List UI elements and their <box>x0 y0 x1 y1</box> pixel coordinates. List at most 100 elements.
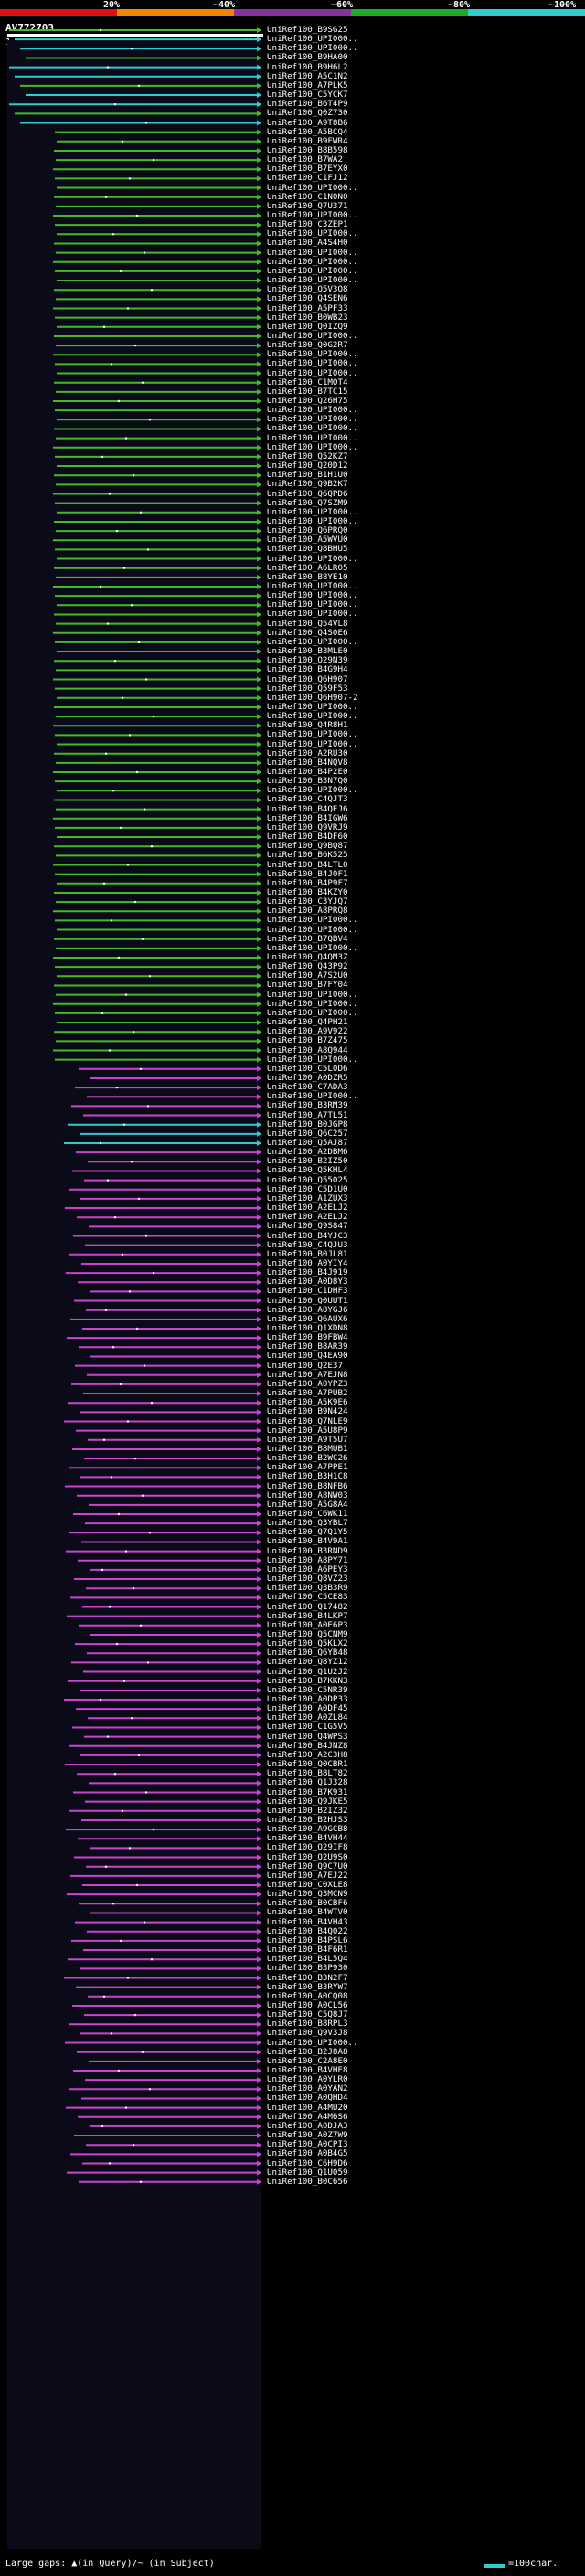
hit-label[interactable]: UniRef100_Q3MCN9 <box>267 1889 348 1900</box>
hit-label[interactable]: UniRef100_Q7SZM9 <box>267 497 348 508</box>
hit-label[interactable]: UniRef100_B4F6R1 <box>267 1945 348 1956</box>
hit-label[interactable]: UniRef100_Q8VZ23 <box>267 1574 348 1585</box>
hit-label[interactable]: UniRef100_A5U8P9 <box>267 1425 348 1436</box>
hit-label[interactable]: UniRef100_UPI000.. <box>267 34 358 45</box>
hit-label[interactable]: UniRef100_UPI000.. <box>267 1007 358 1018</box>
hit-label[interactable]: UniRef100_UPI000.. <box>267 405 358 416</box>
hit-label[interactable]: UniRef100_Q52KZ7 <box>267 451 348 461</box>
hit-label[interactable]: UniRef100_Q6AUX6 <box>267 1313 348 1324</box>
hit-label[interactable]: UniRef100_B3RYW7 <box>267 1981 348 1992</box>
hit-label[interactable]: UniRef100_A0CQ08 <box>267 1990 348 2001</box>
hit-label[interactable]: UniRef100_Q9JKE5 <box>267 1796 348 1807</box>
hit-label[interactable]: UniRef100_Q8BHU5 <box>267 544 348 555</box>
hit-label[interactable]: UniRef100_A5BCQ4 <box>267 126 348 137</box>
hit-label[interactable]: UniRef100_A0DZR5 <box>267 1072 348 1083</box>
hit-label[interactable]: UniRef100_C1N0N0 <box>267 191 348 202</box>
hit-label[interactable]: UniRef100_A7PLK5 <box>267 80 348 90</box>
hit-label[interactable]: UniRef100_A8YGJ6 <box>267 1304 348 1315</box>
hit-label[interactable]: UniRef100_UPI000.. <box>267 989 358 1000</box>
hit-label[interactable]: UniRef100_B3N2F7 <box>267 1972 348 1983</box>
hit-label[interactable]: UniRef100_B4DF60 <box>267 832 348 843</box>
hit-label[interactable]: UniRef100_Q4SEN6 <box>267 293 348 304</box>
hit-label[interactable]: UniRef100_A9T5U7 <box>267 1434 348 1445</box>
hit-label[interactable]: UniRef100_B8AR39 <box>267 1341 348 1352</box>
hit-label[interactable]: UniRef100_B6T4P9 <box>267 99 348 110</box>
hit-label[interactable]: UniRef100_Q54VL8 <box>267 618 348 629</box>
hit-label[interactable]: UniRef100_UPI000.. <box>267 432 358 443</box>
hit-label[interactable]: UniRef100_UPI000.. <box>267 330 358 341</box>
hit-label[interactable]: UniRef100_Q6H907 <box>267 673 348 684</box>
hit-label[interactable]: UniRef100_UPI000.. <box>267 924 358 935</box>
hit-label[interactable]: UniRef100_B0CBF6 <box>267 1898 348 1909</box>
hit-label[interactable]: UniRef100_A2RU30 <box>267 747 348 758</box>
hit-label[interactable]: UniRef100_A2DBM6 <box>267 1147 348 1158</box>
hit-label[interactable]: UniRef100_Q5KLX2 <box>267 1638 348 1649</box>
hit-label[interactable]: UniRef100_UPI000.. <box>267 553 358 564</box>
hit-label[interactable]: UniRef100_A9V922 <box>267 1026 348 1037</box>
hit-label[interactable]: UniRef100_B9FWR4 <box>267 135 348 146</box>
hit-label[interactable]: UniRef100_C0XLE8 <box>267 1880 348 1890</box>
hit-label[interactable]: UniRef100_B7WA2 <box>267 154 343 165</box>
hit-label[interactable]: UniRef100_A0DP33 <box>267 1694 348 1704</box>
hit-label[interactable]: UniRef100_B4P2E0 <box>267 767 348 777</box>
hit-label[interactable]: UniRef100_Q9V3J8 <box>267 2028 348 2039</box>
hit-label[interactable]: UniRef100_A0ZL84 <box>267 1712 348 1723</box>
hit-label[interactable]: UniRef100_A0D8Y3 <box>267 1277 348 1288</box>
hit-label[interactable]: UniRef100_Q0G2R7 <box>267 340 348 351</box>
hit-label[interactable]: UniRef100_B4PSL6 <box>267 1935 348 1945</box>
hit-label[interactable]: UniRef100_A2ELJ2 <box>267 1203 348 1214</box>
hit-label[interactable]: UniRef100_B7KKN3 <box>267 1675 348 1686</box>
hit-label[interactable]: UniRef100_UPI000.. <box>267 599 358 610</box>
hit-label[interactable]: UniRef100_Q4QM3Z <box>267 952 348 962</box>
hit-label[interactable]: UniRef100_A5PF33 <box>267 302 348 313</box>
hit-label[interactable]: UniRef100_B9H6L2 <box>267 61 348 72</box>
hit-label[interactable]: UniRef100_B4JNZ8 <box>267 1740 348 1751</box>
hit-label[interactable]: UniRef100_A4S4H0 <box>267 238 348 249</box>
hit-label[interactable]: UniRef100_A7TL51 <box>267 1109 348 1120</box>
hit-label[interactable]: UniRef100_Q9C7U0 <box>267 1860 348 1871</box>
hit-label[interactable]: UniRef100_Q3YBL7 <box>267 1518 348 1529</box>
hit-label[interactable]: UniRef100_Q59F53 <box>267 683 348 694</box>
hit-label[interactable]: UniRef100_B4VH43 <box>267 1916 348 1927</box>
hit-label[interactable]: UniRef100_UPI000.. <box>267 609 358 620</box>
hit-label[interactable]: UniRef100_Q0IZQ9 <box>267 321 348 332</box>
hit-label[interactable]: UniRef100_UPI000.. <box>267 636 358 647</box>
hit-label[interactable]: UniRef100_Q9BQ87 <box>267 841 348 852</box>
hit-label[interactable]: UniRef100_Q6PRQ0 <box>267 525 348 536</box>
hit-label[interactable]: UniRef100_B7Z475 <box>267 1035 348 1046</box>
hit-label[interactable]: UniRef100_B2IZ32 <box>267 1805 348 1816</box>
hit-label[interactable]: UniRef100_B6K525 <box>267 850 348 861</box>
hit-label[interactable]: UniRef100_A8Q944 <box>267 1044 348 1055</box>
hit-label[interactable]: UniRef100_A2C3H8 <box>267 1749 348 1760</box>
hit-label[interactable]: UniRef100_B7QBV4 <box>267 933 348 944</box>
hit-label[interactable]: UniRef100_A2ELJ2 <box>267 1212 348 1223</box>
hit-label[interactable]: UniRef100_Q29N39 <box>267 655 348 666</box>
hit-label[interactable]: UniRef100_B3MLE0 <box>267 646 348 657</box>
hit-label[interactable]: UniRef100_B4Q022 <box>267 1925 348 1936</box>
hit-label[interactable]: UniRef100_UPI000.. <box>267 506 358 517</box>
hit-label[interactable]: UniRef100_B4V9A1 <box>267 1536 348 1547</box>
hit-label[interactable]: UniRef100_A6LR05 <box>267 562 348 573</box>
hit-label[interactable]: UniRef100_C3ZEP1 <box>267 219 348 230</box>
hit-label[interactable]: UniRef100_B4VHE8 <box>267 2065 348 2075</box>
hit-label[interactable]: UniRef100_A0QHD4 <box>267 2093 348 2104</box>
hit-label[interactable]: UniRef100_UPI000.. <box>267 43 358 54</box>
hit-label[interactable]: UniRef100_Q1XDN8 <box>267 1323 348 1333</box>
hit-label[interactable]: UniRef100_A7EJN8 <box>267 1369 348 1380</box>
hit-label[interactable]: UniRef100_C1DHF3 <box>267 1286 348 1297</box>
hit-label[interactable]: UniRef100_UPI000.. <box>267 441 358 452</box>
hit-label[interactable]: UniRef100_Q4WPS3 <box>267 1731 348 1742</box>
hit-label[interactable]: UniRef100_A0YLR0 <box>267 2074 348 2085</box>
hit-label[interactable]: UniRef100_A0B4G5 <box>267 2148 348 2159</box>
hit-label[interactable]: UniRef100_A4MU20 <box>267 2102 348 2113</box>
hit-label[interactable]: UniRef100_B0C656 <box>267 2176 348 2187</box>
hit-label[interactable]: UniRef100_UPI000.. <box>267 729 358 740</box>
hit-label[interactable]: UniRef100_Q4R8H1 <box>267 720 348 731</box>
hit-label[interactable]: UniRef100_A0DF45 <box>267 1703 348 1714</box>
hit-label[interactable]: UniRef100_UPI000.. <box>267 998 358 1009</box>
hit-label[interactable]: UniRef100_Q4S0E6 <box>267 627 348 638</box>
hit-label[interactable]: UniRef100_UPI000.. <box>267 247 358 258</box>
hit-label[interactable]: UniRef100_C5CE83 <box>267 1592 348 1603</box>
hit-label[interactable]: UniRef100_Q9S847 <box>267 1221 348 1232</box>
hit-label[interactable]: UniRef100_UPI000.. <box>267 423 358 434</box>
